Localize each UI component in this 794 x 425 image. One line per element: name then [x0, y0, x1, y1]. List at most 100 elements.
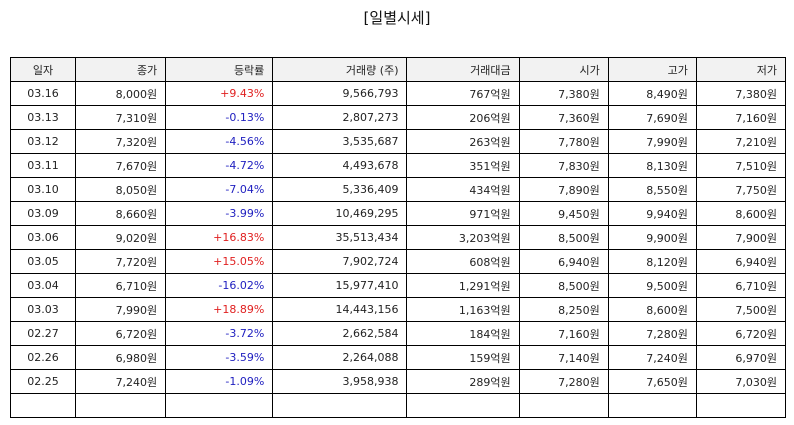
cell-date: 03.06: [9, 225, 77, 250]
col-header-amount: 거래대금: [406, 57, 520, 82]
cell-volume: 9,566,793: [272, 81, 408, 106]
cell-volume: 2,264,088: [272, 345, 408, 370]
cell-volume: 3,958,938: [272, 369, 408, 394]
table-row: 03.13 7,310원 -0.13% 2,807,273 206억원 7,360원 7,6…: [9, 105, 787, 130]
table-row: 02.25 7,240원 -1.09% 3,958,938 289억원 7,280원 7,6…: [9, 369, 787, 394]
table-row: 02.27 6,720원 -3.72% 2,662,584 184억원 7,160원 7,2…: [9, 321, 787, 346]
cell-high: 7,650원: [607, 369, 697, 394]
table-row: 03.05 7,720원 +15.05% 7,902,724 608억원 6,940원 8,…: [9, 249, 787, 274]
table-row: 03.09 8,660원 -3.99% 10,469,295 971억원 9,450원 9,…: [9, 201, 787, 226]
cell-open: 8,250원: [518, 297, 609, 322]
cell-low: 7,900원: [695, 225, 787, 250]
cell-date: 03.09: [9, 201, 77, 226]
page-title: [일별시세]: [363, 9, 431, 27]
cell-change: +16.83%: [165, 225, 274, 250]
cell-change: +9.43%: [165, 81, 274, 106]
cell-change: -3.59%: [165, 345, 274, 370]
cell-change: -4.56%: [165, 129, 274, 154]
cell-low: 7,500원: [695, 297, 787, 322]
cell-change: -4.72%: [165, 153, 274, 178]
cell-date: 03.05: [9, 249, 77, 274]
cell-change: +18.89%: [165, 297, 274, 322]
col-header-date: 일자: [9, 57, 77, 82]
cell-close: 8,660원: [75, 201, 167, 226]
cell-date: 03.16: [9, 81, 77, 106]
cell-low: 7,160원: [695, 105, 787, 130]
cell-volume: 2,662,584: [272, 321, 408, 346]
cell-open: 7,160원: [518, 321, 609, 346]
empty-cell: [518, 393, 609, 418]
cell-date: 03.10: [9, 177, 77, 202]
cell-date: 02.27: [9, 321, 77, 346]
cell-amount: 608억원: [406, 249, 520, 274]
cell-open: 7,140원: [518, 345, 609, 370]
col-header-close: 종가: [75, 57, 167, 82]
cell-amount: 351억원: [406, 153, 520, 178]
cell-close: 6,710원: [75, 273, 167, 298]
daily-price-table: 일자 종가 등락률 거래량 (주) 거래대금 시가 고가 저가 03.16 8,0…: [9, 57, 787, 418]
cell-change: -16.02%: [165, 273, 274, 298]
cell-volume: 7,902,724: [272, 249, 408, 274]
cell-volume: 4,493,678: [272, 153, 408, 178]
cell-low: 8,600원: [695, 201, 787, 226]
table-row: 02.26 6,980원 -3.59% 2,264,088 159억원 7,140원 7,2…: [9, 345, 787, 370]
cell-close: 7,670원: [75, 153, 167, 178]
cell-high: 7,990원: [607, 129, 697, 154]
cell-low: 6,940원: [695, 249, 787, 274]
cell-amount: 289억원: [406, 369, 520, 394]
cell-volume: 2,807,273: [272, 105, 408, 130]
table-header-row: 일자 종가 등락률 거래량 (주) 거래대금 시가 고가 저가: [9, 57, 787, 82]
cell-date: 02.26: [9, 345, 77, 370]
cell-close: 7,720원: [75, 249, 167, 274]
cell-high: 8,490원: [607, 81, 697, 106]
cell-low: 7,380원: [695, 81, 787, 106]
cell-close: 7,310원: [75, 105, 167, 130]
cell-amount: 263억원: [406, 129, 520, 154]
cell-volume: 10,469,295: [272, 201, 408, 226]
cell-change: -3.99%: [165, 201, 274, 226]
cell-low: 7,210원: [695, 129, 787, 154]
cell-open: 7,380원: [518, 81, 609, 106]
cell-open: 9,450원: [518, 201, 609, 226]
cell-low: 7,510원: [695, 153, 787, 178]
cell-high: 8,120원: [607, 249, 697, 274]
cell-amount: 767억원: [406, 81, 520, 106]
cell-open: 7,780원: [518, 129, 609, 154]
cell-change: -0.13%: [165, 105, 274, 130]
cell-date: 03.11: [9, 153, 77, 178]
cell-close: 8,000원: [75, 81, 167, 106]
table-row: 03.16 8,000원 +9.43% 9,566,793 767억원 7,380원 8,4…: [9, 81, 787, 106]
col-header-high: 고가: [607, 57, 697, 82]
cell-close: 9,020원: [75, 225, 167, 250]
table-row: 03.12 7,320원 -4.56% 3,535,687 263억원 7,780원 7,9…: [9, 129, 787, 154]
cell-date: 03.04: [9, 273, 77, 298]
cell-amount: 434억원: [406, 177, 520, 202]
cell-volume: 14,443,156: [272, 297, 408, 322]
cell-change: -1.09%: [165, 369, 274, 394]
cell-close: 7,990원: [75, 297, 167, 322]
cell-amount: 971억원: [406, 201, 520, 226]
col-header-low: 저가: [695, 57, 787, 82]
empty-cell: [695, 393, 787, 418]
cell-high: 7,280원: [607, 321, 697, 346]
empty-cell: [75, 393, 167, 418]
cell-high: 9,500원: [607, 273, 697, 298]
table-row: 03.10 8,050원 -7.04% 5,336,409 434억원 7,890원 8,5…: [9, 177, 787, 202]
cell-change: -3.72%: [165, 321, 274, 346]
cell-amount: 1,291억원: [406, 273, 520, 298]
cell-change: -7.04%: [165, 177, 274, 202]
cell-close: 8,050원: [75, 177, 167, 202]
cell-close: 6,980원: [75, 345, 167, 370]
cell-high: 7,690원: [607, 105, 697, 130]
empty-cell: [165, 393, 274, 418]
cell-high: 8,130원: [607, 153, 697, 178]
cell-open: 7,280원: [518, 369, 609, 394]
cell-date: 03.12: [9, 129, 77, 154]
cell-close: 6,720원: [75, 321, 167, 346]
cell-date: 03.13: [9, 105, 77, 130]
empty-table-row: [9, 393, 787, 418]
empty-cell: [406, 393, 520, 418]
cell-date: 02.25: [9, 369, 77, 394]
cell-open: 8,500원: [518, 273, 609, 298]
cell-low: 6,970원: [695, 345, 787, 370]
